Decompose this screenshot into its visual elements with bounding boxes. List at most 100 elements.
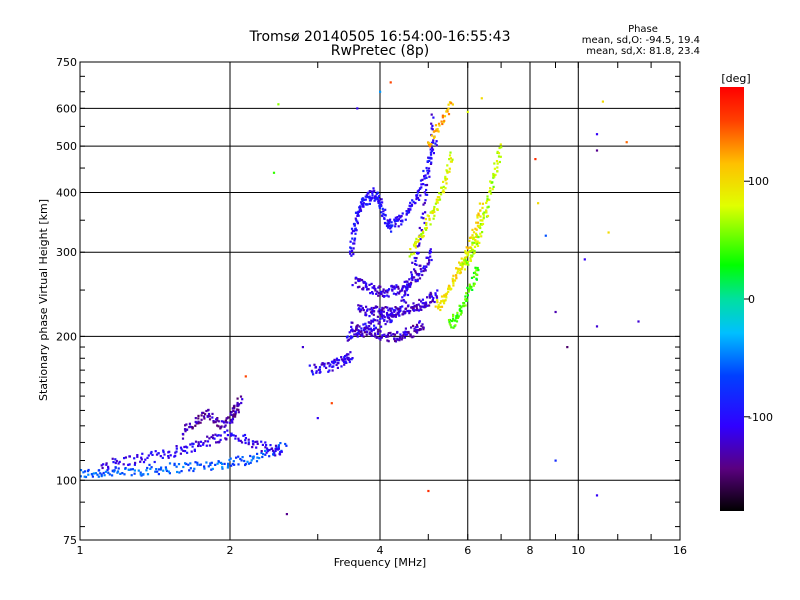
data-point [108,473,111,476]
data-point [217,420,220,423]
data-point [198,463,202,466]
data-point [266,450,269,453]
data-point [476,273,479,276]
data-point [139,460,142,463]
data-point [131,468,134,471]
data-point [479,215,482,218]
data-point [247,441,250,444]
data-point [425,265,428,268]
data-point [442,180,445,183]
data-point [426,172,429,175]
data-point [180,448,183,451]
data-point [105,462,108,465]
data-point [447,290,450,293]
data-point [418,242,421,245]
data-point [189,443,192,446]
data-point [444,175,447,178]
data-point [422,267,425,270]
x-tick-label: 4 [377,544,384,557]
data-point [436,128,439,131]
data-point [279,450,282,454]
data-point [435,144,438,147]
y-tick-label: 100 [56,474,77,487]
data-point [436,196,439,199]
data-point [443,295,446,298]
data-point [356,220,359,223]
data-point [322,363,325,366]
data-point [426,296,429,299]
data-point [234,437,237,440]
data-point [413,256,416,260]
data-point [498,160,501,164]
data-point [383,333,386,336]
data-point [351,237,354,240]
data-point [376,332,380,335]
data-point [390,311,393,314]
data-point [83,470,87,473]
data-point [488,198,491,201]
data-point [393,220,396,223]
data-point [355,219,358,222]
data-point [386,291,389,294]
data-point [193,448,196,451]
colorbar-ticks: 100 0 -100 [744,175,773,424]
data-point [430,122,433,125]
data-point [477,214,480,217]
data-point [404,293,407,296]
data-point [241,398,244,401]
data-point [435,140,438,143]
data-point [413,309,416,312]
data-point [184,430,187,433]
data-point [340,365,343,368]
data-point [237,408,240,411]
data-point [418,226,421,230]
data-point [217,441,220,444]
data-point [401,285,404,288]
data-point [440,186,444,189]
phase-mean-x: mean, sd,X: 81.8, 23.4 [586,46,700,57]
data-point [399,215,402,218]
data-point [601,100,604,103]
data-point [378,206,381,209]
data-point [211,412,214,415]
data-point [472,236,475,239]
data-point [341,359,344,362]
data-point [310,369,313,372]
data-point [394,309,397,312]
data-point [233,406,236,409]
data-point [481,231,484,234]
data-point [211,434,215,437]
data-point [389,307,392,310]
data-point [193,449,196,452]
data-point [498,146,501,150]
data-point [421,323,424,326]
data-point [140,456,143,459]
data-point [369,311,373,314]
data-point [163,453,166,456]
data-point [353,222,356,226]
data-point [390,285,393,288]
data-point [197,441,200,444]
data-point [211,416,214,419]
data-point [232,460,235,463]
data-point [427,142,430,145]
data-point [362,335,365,338]
data-point [384,306,387,309]
data-point [226,429,229,432]
data-point [476,242,479,245]
data-point [481,222,485,226]
data-point [140,474,143,477]
data-point [496,150,499,153]
data-point [595,133,599,136]
data-point [224,419,227,422]
data-point [373,285,376,288]
data-point [225,421,228,424]
data-point [274,454,277,457]
data-point [368,195,371,198]
data-point [417,239,420,242]
data-point [159,455,162,458]
data-point [471,228,474,231]
data-point [430,157,433,160]
data-point [382,307,385,310]
data-point [447,284,451,287]
